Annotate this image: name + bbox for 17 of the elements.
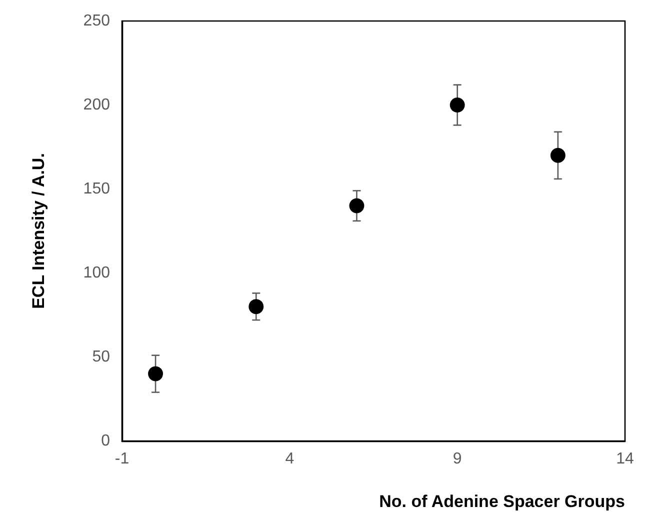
y-tick-label: 200 xyxy=(83,96,110,114)
y-tick-label: 0 xyxy=(101,432,110,450)
point xyxy=(148,366,164,382)
point xyxy=(349,198,364,214)
y-tick-label: 100 xyxy=(83,264,110,282)
x-tick-label: -1 xyxy=(114,450,130,468)
point xyxy=(248,299,264,314)
point xyxy=(550,148,566,163)
x-tick-label: 4 xyxy=(285,450,294,468)
x-tick-label: 9 xyxy=(452,450,462,468)
y-tick-label: 50 xyxy=(92,348,110,366)
x-axis-title: No. of Adenine Spacer Groups xyxy=(379,492,625,511)
y-axis-title: ECL Intensity / A.U. xyxy=(29,153,48,309)
x-tick-label: 14 xyxy=(616,450,634,468)
y-tick-label: 150 xyxy=(83,180,110,198)
y-tick-label: 250 xyxy=(83,12,110,30)
point xyxy=(450,98,465,112)
